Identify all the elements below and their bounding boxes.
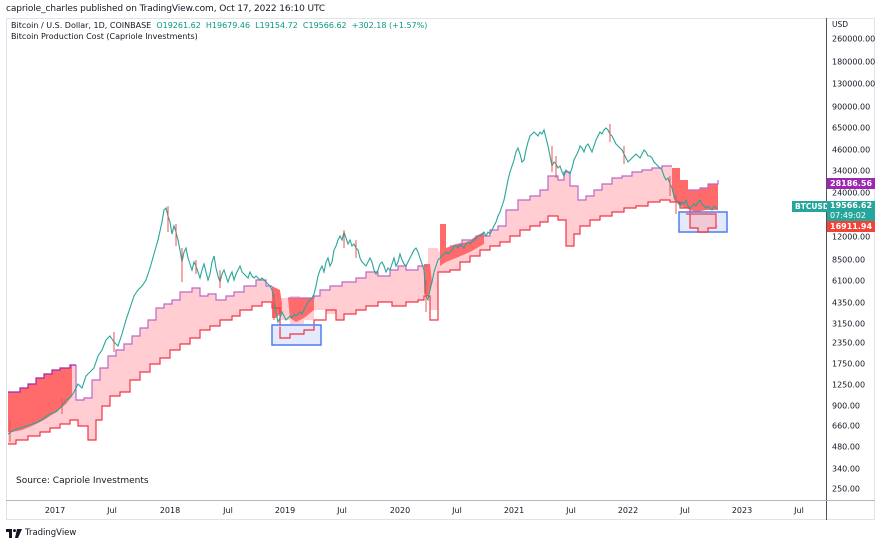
time-axis-border bbox=[6, 500, 875, 501]
time-axis-label: 2022 bbox=[617, 506, 639, 515]
ohlc-close: C19566.62 bbox=[302, 21, 347, 30]
tradingview-brand[interactable]: TradingView bbox=[6, 528, 76, 538]
price-axis-label: 34000.00 bbox=[832, 166, 871, 176]
time-axis-label: 2023 bbox=[731, 506, 753, 515]
price-axis-label: 260000.00 bbox=[832, 34, 876, 44]
band-fill-strong-2017 bbox=[8, 365, 72, 432]
symbol-tag: BTCUSD bbox=[792, 201, 833, 212]
price-axis-label: 660.00 bbox=[832, 421, 860, 431]
indicator-legend[interactable]: Bitcoin Production Cost (Capriole Invest… bbox=[11, 32, 198, 41]
upper-band-line bbox=[75, 165, 719, 401]
time-axis-label: Jul bbox=[680, 506, 690, 515]
price-axis-label: 24000.00 bbox=[832, 188, 871, 198]
publisher-caption: capriole_charles published on TradingVie… bbox=[6, 4, 326, 14]
price-axis-label: 340.00 bbox=[832, 464, 860, 474]
price-axis-label: 46000.00 bbox=[832, 145, 871, 155]
tradingview-wordmark: TradingView bbox=[25, 528, 77, 538]
price-axis-label: 180000.00 bbox=[832, 57, 876, 67]
price-axis-label: 65000.00 bbox=[832, 123, 871, 133]
price-axis-label: 480.00 bbox=[832, 442, 860, 452]
lower-band-line bbox=[8, 199, 718, 445]
price-axis-label: 250.00 bbox=[832, 484, 860, 494]
price-axis-label: 8500.00 bbox=[832, 255, 866, 265]
last-price-tag: 19566.62 07:49:02 bbox=[827, 201, 876, 221]
lower-band-in-box-2019 bbox=[279, 326, 315, 339]
btc-price-line bbox=[7, 127, 718, 435]
time-axis-label: Jul bbox=[337, 506, 347, 515]
time-axis-label: 2021 bbox=[503, 506, 525, 515]
price-axis-label: 90000.00 bbox=[832, 102, 871, 112]
time-axis-label: 2019 bbox=[274, 506, 296, 515]
time-axis-label: 2017 bbox=[44, 506, 66, 515]
upper-band-price-tag: 28186.56 bbox=[827, 178, 876, 189]
time-axis-label: Jul bbox=[107, 506, 117, 515]
lower-band-in-box-2022 bbox=[686, 213, 717, 233]
time-axis-label: Jul bbox=[452, 506, 462, 515]
source-annotation: Source: Capriole Investments bbox=[16, 476, 149, 486]
ohlc-change: +302.18 (+1.57%) bbox=[351, 21, 428, 30]
time-axis-label: Jul bbox=[794, 506, 804, 515]
time-axis-label: Jul bbox=[223, 506, 233, 515]
ohlc-low: L19154.72 bbox=[255, 21, 298, 30]
ohlc-high: H19679.46 bbox=[205, 21, 251, 30]
tradingview-logo-icon bbox=[6, 528, 22, 538]
price-axis-border bbox=[826, 18, 827, 520]
price-axis-label: 1750.00 bbox=[832, 359, 866, 369]
symbol-legend[interactable]: Bitcoin / U.S. Dollar, 1D, COINBASE O192… bbox=[11, 21, 427, 30]
price-axis-label: 130000.00 bbox=[832, 79, 876, 89]
upper-band-line-2017 bbox=[8, 364, 76, 393]
price-axis-label: 2350.00 bbox=[832, 338, 866, 348]
price-axis-label: 12000.00 bbox=[832, 232, 871, 242]
symbol-description: Bitcoin / U.S. Dollar, 1D, COINBASE bbox=[11, 21, 152, 30]
lower-band-price-tag: 16911.94 bbox=[827, 221, 876, 232]
price-axis-label: 6100.00 bbox=[832, 276, 866, 286]
last-price: 19566.62 bbox=[830, 201, 873, 210]
time-axis-label: 2020 bbox=[389, 506, 411, 515]
band-fill bbox=[8, 166, 718, 444]
price-axis-label: 3150.00 bbox=[832, 319, 866, 329]
price-axis-label: 4350.00 bbox=[832, 298, 866, 308]
price-axis-label: 1250.00 bbox=[832, 380, 866, 390]
down-candle-wicks bbox=[9, 124, 677, 442]
time-axis-label: 2018 bbox=[159, 506, 181, 515]
time-axis-label: Jul bbox=[566, 506, 576, 515]
currency-label: USD bbox=[832, 20, 849, 29]
chart-frame bbox=[6, 18, 875, 520]
price-axis-label: 900.00 bbox=[832, 401, 860, 411]
ohlc-open: O19261.62 bbox=[156, 21, 201, 30]
bar-countdown: 07:49:02 bbox=[830, 211, 866, 220]
